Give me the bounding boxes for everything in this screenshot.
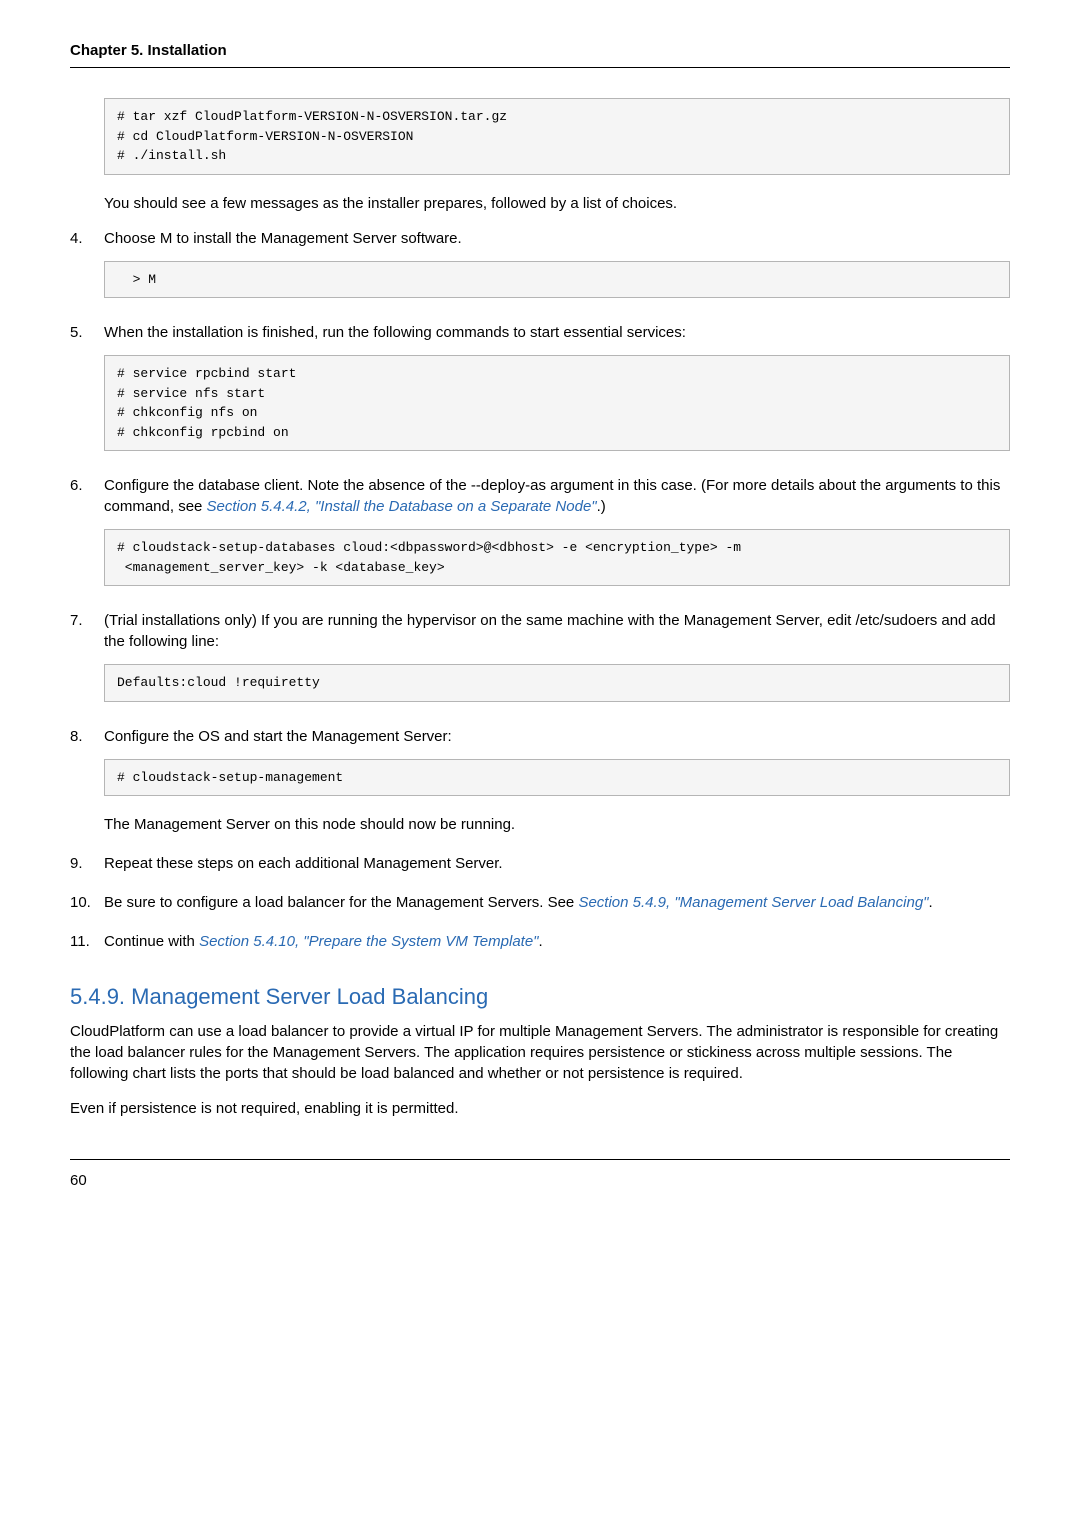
step-9: 9. Repeat these steps on each additional… (70, 853, 1010, 886)
page-number: 60 (70, 1172, 87, 1189)
text: .) (597, 498, 606, 515)
step-after-text: The Management Server on this node shoul… (104, 814, 1010, 835)
code-block-setup-mgmt: # cloudstack-setup-management (104, 759, 1010, 797)
step-number: 9. (70, 853, 104, 886)
step-number: 6. (70, 475, 104, 604)
step-6: 6. Configure the database client. Note t… (70, 475, 1010, 604)
step-10: 10. Be sure to configure a load balancer… (70, 892, 1010, 925)
ordered-steps-list: 4. Choose M to install the Management Se… (70, 228, 1010, 965)
code-block-setup-db: # cloudstack-setup-databases cloud:<dbpa… (104, 529, 1010, 586)
step-text: Repeat these steps on each additional Ma… (104, 853, 1010, 874)
code-block-m: > M (104, 261, 1010, 299)
step-number: 5. (70, 322, 104, 469)
step-5: 5. When the installation is finished, ru… (70, 322, 1010, 469)
chapter-header: Chapter 5. Installation (70, 40, 1010, 68)
step-4: 4. Choose M to install the Management Se… (70, 228, 1010, 317)
step-number: 7. (70, 610, 104, 720)
step-number: 8. (70, 726, 104, 848)
text: . (929, 894, 933, 911)
step-11: 11. Continue with Section 5.4.10, "Prepa… (70, 931, 1010, 964)
step-text: Choose M to install the Management Serve… (104, 228, 1010, 249)
step-number: 11. (70, 931, 104, 964)
text: Continue with (104, 933, 199, 950)
link-section-549[interactable]: Section 5.4.9, "Management Server Load B… (578, 894, 928, 911)
step-7: 7. (Trial installations only) If you are… (70, 610, 1010, 720)
code-block-services: # service rpcbind start # service nfs st… (104, 355, 1010, 451)
link-section-5442[interactable]: Section 5.4.4.2, "Install the Database o… (207, 498, 597, 515)
text: . (539, 933, 543, 950)
code-block-install: # tar xzf CloudPlatform-VERSION-N-OSVERS… (104, 98, 1010, 175)
section-paragraph-1: CloudPlatform can use a load balancer to… (70, 1021, 1010, 1084)
step-text: (Trial installations only) If you are ru… (104, 610, 1010, 652)
section-paragraph-2: Even if persistence is not required, ena… (70, 1098, 1010, 1119)
page-footer: 60 (70, 1159, 1010, 1191)
link-section-5410[interactable]: Section 5.4.10, "Prepare the System VM T… (199, 933, 538, 950)
step-number: 10. (70, 892, 104, 925)
step-text: When the installation is finished, run t… (104, 322, 1010, 343)
section-heading-549: 5.4.9. Management Server Load Balancing (70, 982, 1010, 1013)
step-text: Be sure to configure a load balancer for… (104, 892, 1010, 913)
code-block-sudoers: Defaults:cloud !requiretty (104, 664, 1010, 702)
text: Be sure to configure a load balancer for… (104, 894, 578, 911)
step-text: Configure the OS and start the Managemen… (104, 726, 1010, 747)
step-text: Configure the database client. Note the … (104, 475, 1010, 517)
step-8: 8. Configure the OS and start the Manage… (70, 726, 1010, 848)
paragraph-install-result: You should see a few messages as the ins… (104, 193, 1010, 214)
step-text: Continue with Section 5.4.10, "Prepare t… (104, 931, 1010, 952)
step-number: 4. (70, 228, 104, 317)
